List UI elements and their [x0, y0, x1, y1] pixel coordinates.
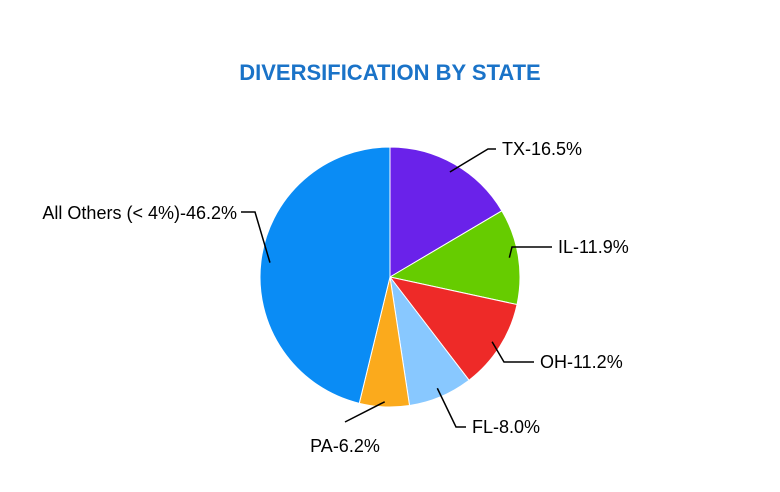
pie-slice-il — [388, 210, 521, 306]
slice-label: TX-16.5% — [502, 139, 582, 159]
leader-line — [491, 341, 534, 363]
chart-title: DIVERSIFICATION BY STATE — [239, 60, 541, 85]
slice-label: All Others (< 4%)-46.2% — [42, 203, 237, 223]
slice-label: PA-6.2% — [310, 436, 380, 456]
pie-slice-all-others-4 — [259, 146, 391, 404]
pie-slice-tx — [389, 146, 503, 278]
slice-label: OH-11.2% — [540, 352, 623, 372]
leader-line — [241, 211, 271, 263]
pie-slice-oh — [388, 276, 518, 381]
slice-label: IL-11.9% — [558, 237, 629, 257]
slice-label: FL-8.0% — [472, 417, 540, 437]
pie-slices — [259, 146, 521, 408]
slice-labels: TX-16.5% IL-11.9% OH-11.2% FL-8.0% PA-6.2% Al… — [42, 139, 628, 456]
leader-line — [508, 246, 552, 258]
leader-line — [449, 148, 496, 173]
leader-line — [436, 387, 466, 428]
leader-lines — [241, 148, 552, 428]
leader-line — [344, 401, 386, 423]
